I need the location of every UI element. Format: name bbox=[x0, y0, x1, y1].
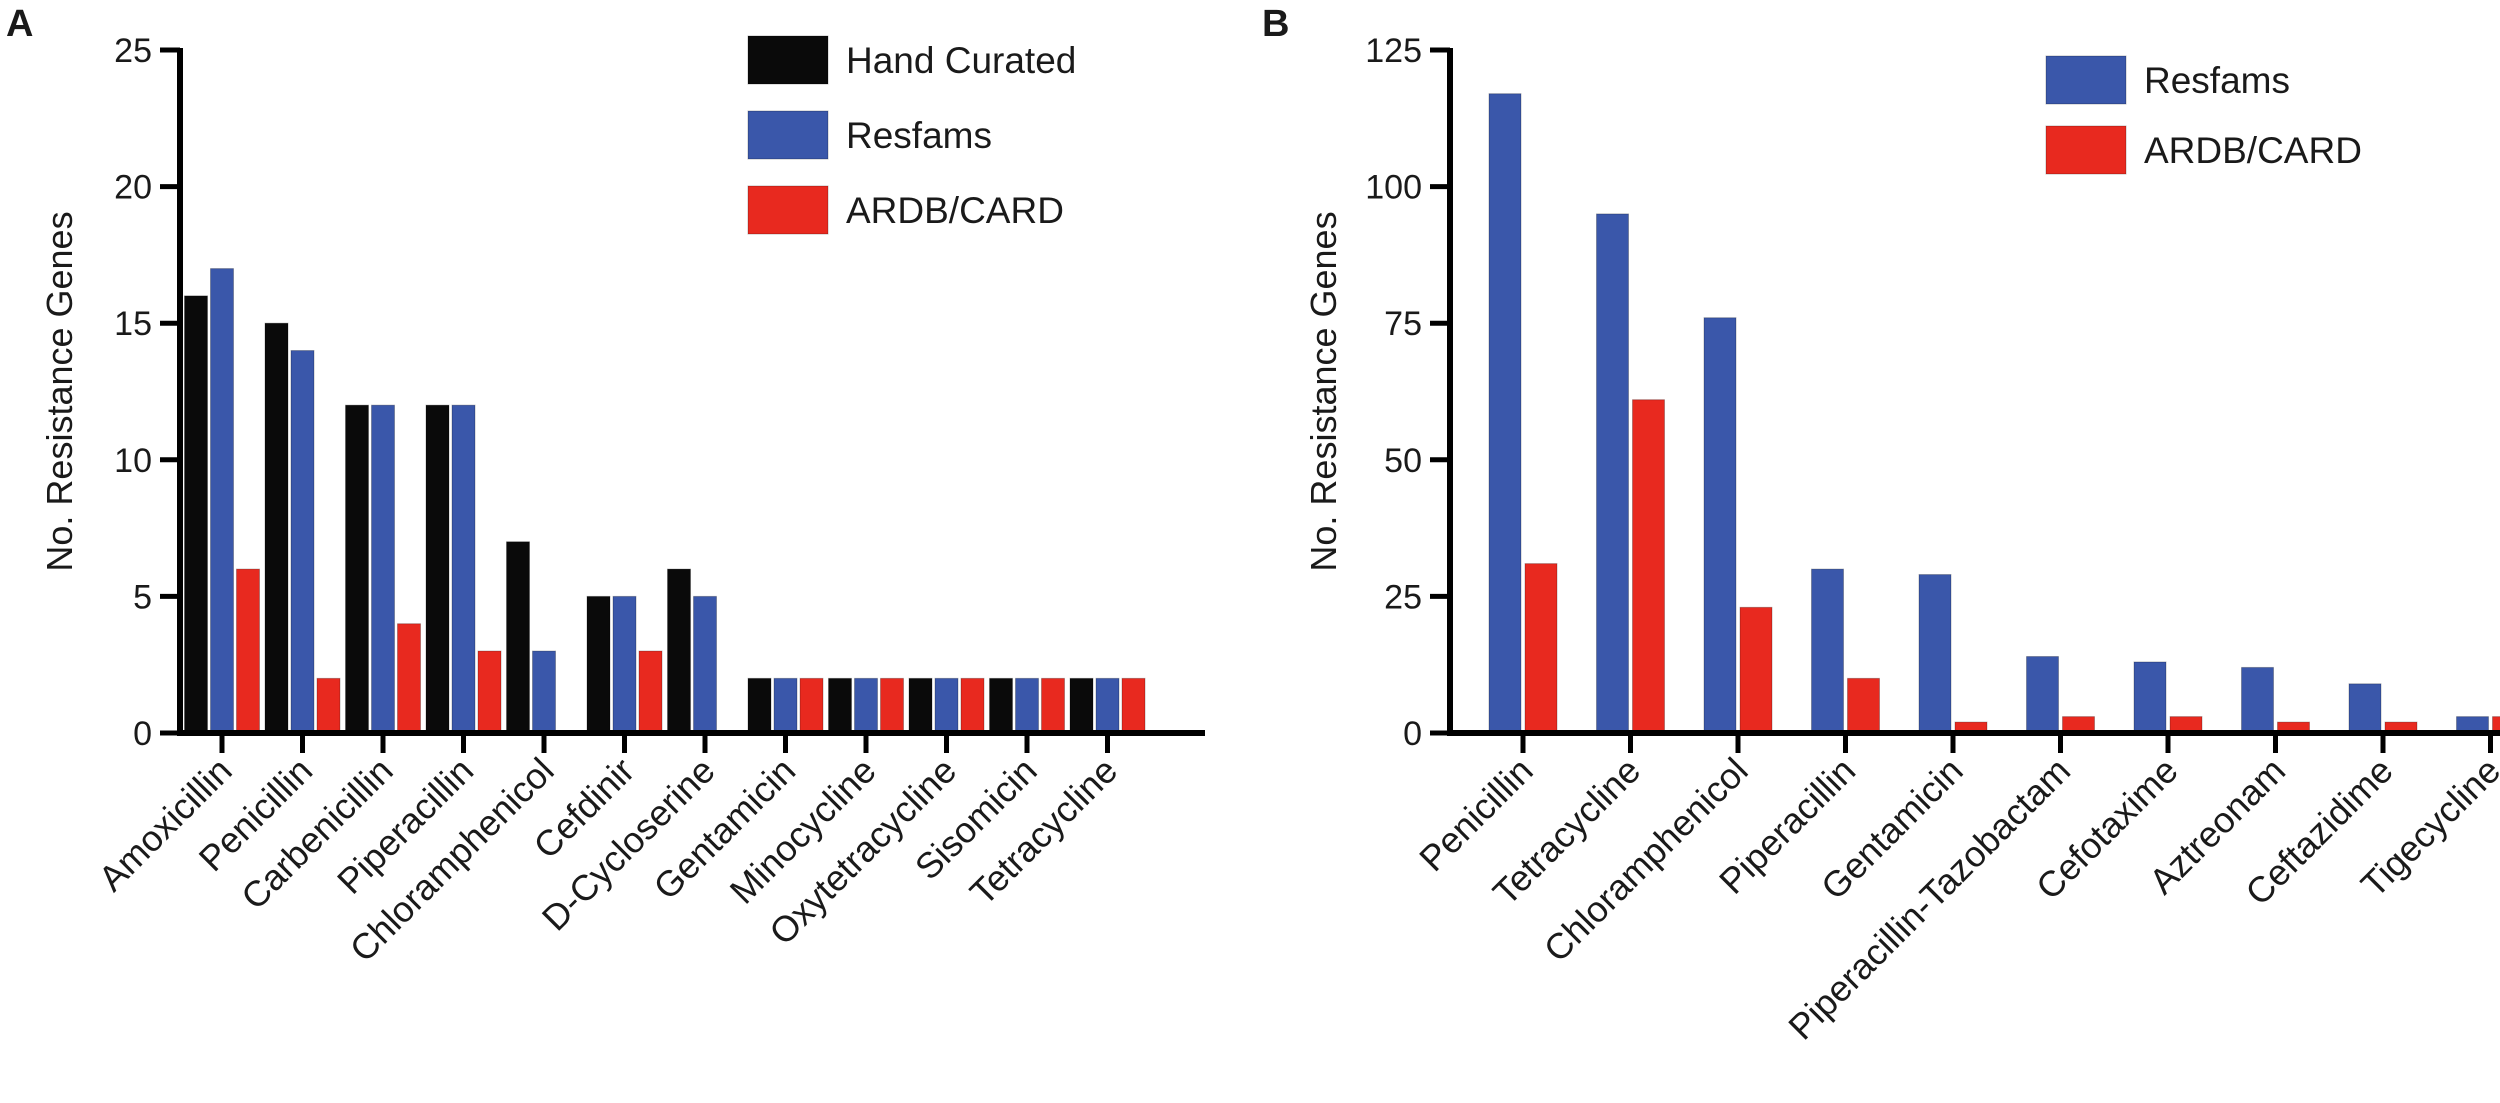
chart-a-legend-label: Resfams bbox=[846, 115, 992, 156]
chart-a-bar-resfams-tetracycline bbox=[1095, 677, 1120, 734]
chart-a-y-axis-title: No. Resistance Genes bbox=[39, 211, 80, 571]
chart-b-y-tick-label: 25 bbox=[1384, 578, 1422, 616]
chart-a-bar-ardb-card-amoxicillin bbox=[236, 568, 260, 734]
chart-b-legend-swatch bbox=[2045, 55, 2127, 105]
chart-b-legend-swatch bbox=[2045, 125, 2127, 175]
chart-b-y-tick-label: 0 bbox=[1403, 715, 1422, 753]
chart-a-legend-label: ARDB/CARD bbox=[846, 190, 1064, 231]
chart-b-category-label: Chloramphenicol bbox=[1536, 750, 1756, 970]
chart-a-bar-ardb-card-carbenicillin bbox=[397, 623, 421, 734]
chart-a-bar-resfams-piperacillin bbox=[451, 404, 476, 734]
chart-b-bar-resfams-piperacillin-tazobactam bbox=[2026, 656, 2059, 734]
chart-a-bar-ardb-card-penicillin bbox=[316, 677, 341, 734]
chart-a-bar-resfams-gentamicin bbox=[773, 677, 798, 734]
chart-a-bar-ardb-card-minocycline bbox=[880, 677, 904, 734]
chart-b-bar-ardb-card-piperacillin bbox=[1847, 677, 1880, 734]
chart-a-bar-ardb-card-gentamicin bbox=[799, 677, 824, 734]
chart-a-legend-label: Hand Curated bbox=[846, 40, 1076, 81]
chart-b-bar-ardb-card-penicillin bbox=[1524, 563, 1558, 734]
chart-b-bar-resfams-chloramphenicol bbox=[1703, 317, 1737, 734]
chart-a-y-tick-label: 10 bbox=[114, 442, 152, 480]
chart-a-bar-ardb-card-oxytetracycline bbox=[960, 677, 985, 734]
chart-b-y-tick-label: 50 bbox=[1384, 442, 1422, 480]
chart-a-bar-hand-curated-tetracycline bbox=[1069, 677, 1094, 734]
chart-a-bar-resfams-carbenicillin bbox=[371, 404, 395, 734]
chart-a-y-tick-label: 15 bbox=[114, 305, 152, 343]
chart-a-bar-hand-curated-cefdinir bbox=[586, 595, 611, 734]
chart-a-y-tick-label: 0 bbox=[133, 715, 152, 753]
chart-a-bar-ardb-card-piperacillin bbox=[477, 650, 502, 734]
chart-b-bar-resfams-penicillin bbox=[1488, 93, 1522, 734]
chart-b: PenicillinTetracyclineChloramphenicolPip… bbox=[1303, 32, 2500, 1047]
chart-a-bar-resfams-minocycline bbox=[854, 677, 878, 734]
chart-a-bar-resfams-penicillin bbox=[290, 350, 315, 734]
chart-b-y-tick-label: 75 bbox=[1384, 305, 1422, 343]
chart-b-y-tick-label: 125 bbox=[1365, 32, 1422, 70]
chart-a-y-tick-label: 5 bbox=[133, 578, 152, 616]
chart-a-bar-hand-curated-piperacillin bbox=[425, 404, 450, 734]
chart-b-bar-resfams-piperacillin bbox=[1811, 568, 1844, 734]
chart-b-bar-resfams-aztreonam bbox=[2241, 666, 2274, 734]
chart-a: AmoxicillinPenicillinCarbenicillinPipera… bbox=[39, 32, 1205, 970]
chart-a-bar-resfams-oxytetracycline bbox=[934, 677, 959, 734]
chart-b-bar-ardb-card-tetracycline bbox=[1632, 399, 1665, 734]
chart-a-bar-hand-curated-gentamicin bbox=[747, 677, 772, 734]
chart-a-legend-swatch bbox=[747, 185, 829, 235]
chart-b-bar-resfams-tetracycline bbox=[1596, 213, 1629, 734]
chart-a-bar-hand-curated-penicillin bbox=[264, 322, 289, 734]
chart-b-legend-label: Resfams bbox=[2144, 60, 2290, 101]
chart-a-bar-ardb-card-cefdinir bbox=[638, 650, 663, 734]
chart-a-legend-swatch bbox=[747, 110, 829, 160]
chart-a-bar-hand-curated-carbenicillin bbox=[345, 404, 369, 734]
chart-a-bar-hand-curated-chloramphenicol bbox=[506, 541, 530, 734]
chart-a-y-tick-label: 20 bbox=[114, 169, 152, 207]
chart-a-bar-resfams-amoxicillin bbox=[210, 268, 234, 734]
chart-a-legend-swatch bbox=[747, 35, 829, 85]
chart-a-bar-hand-curated-minocycline bbox=[828, 677, 852, 734]
chart-b-bar-resfams-gentamicin bbox=[1918, 574, 1952, 734]
chart-a-y-tick-label: 25 bbox=[114, 32, 152, 70]
chart-a-bar-hand-curated-oxytetracycline bbox=[908, 677, 933, 734]
chart-b-legend-label: ARDB/CARD bbox=[2144, 130, 2362, 171]
chart-b-bar-resfams-ceftazidime bbox=[2348, 683, 2382, 734]
chart-a-bar-resfams-d-cycloserine bbox=[693, 595, 717, 734]
chart-a-bar-resfams-cefdinir bbox=[612, 595, 637, 734]
panel-b-letter: B bbox=[1262, 3, 1289, 45]
chart-a-bar-resfams-chloramphenicol bbox=[532, 650, 556, 734]
chart-a-bar-hand-curated-amoxicillin bbox=[184, 295, 208, 734]
chart-a-bar-hand-curated-sisomicin bbox=[989, 677, 1013, 734]
chart-b-y-axis-title: No. Resistance Genes bbox=[1303, 211, 1344, 571]
chart-b-bar-ardb-card-tigecycline bbox=[2492, 716, 2500, 734]
chart-a-bar-ardb-card-tetracycline bbox=[1121, 677, 1146, 734]
chart-b-bar-ardb-card-chloramphenicol bbox=[1739, 606, 1773, 734]
panel-a-letter: A bbox=[6, 3, 33, 45]
chart-a-bar-ardb-card-sisomicin bbox=[1041, 677, 1065, 734]
chart-a-bar-resfams-sisomicin bbox=[1015, 677, 1039, 734]
chart-b-y-tick-label: 100 bbox=[1365, 169, 1422, 207]
chart-b-bar-resfams-cefotaxime bbox=[2133, 661, 2167, 734]
chart-a-bar-hand-curated-d-cycloserine bbox=[667, 568, 691, 734]
